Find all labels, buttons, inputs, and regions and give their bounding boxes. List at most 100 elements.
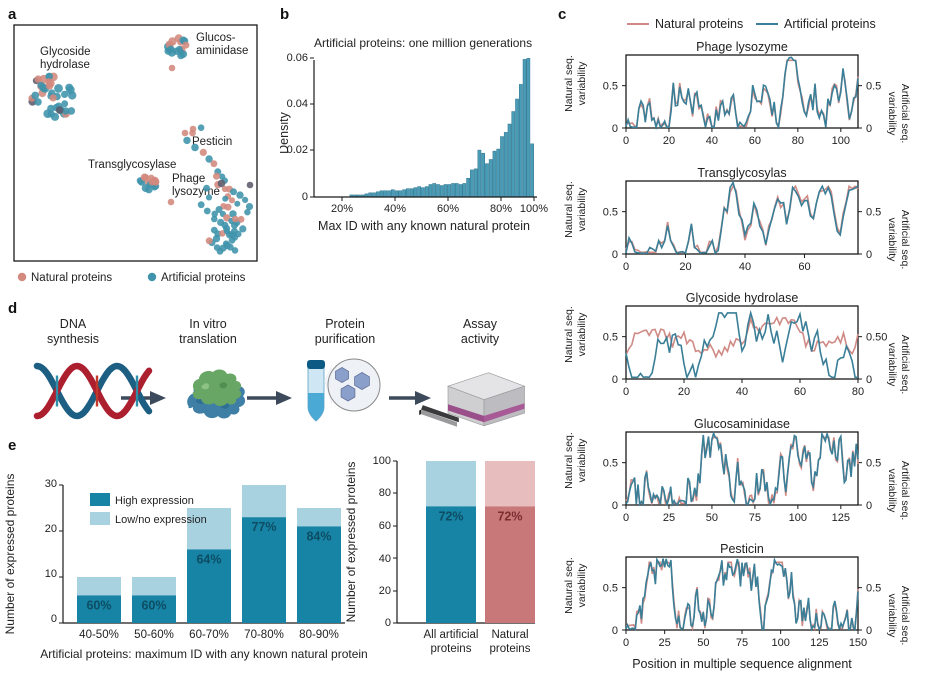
svg-text:77%: 77% — [251, 520, 276, 534]
svg-text:Natural seq.: Natural seq. — [563, 432, 575, 489]
svg-text:60: 60 — [798, 261, 810, 273]
svg-text:variability: variability — [576, 437, 588, 482]
svg-text:0.06: 0.06 — [287, 52, 308, 64]
svg-text:Natural seq.: Natural seq. — [563, 557, 575, 614]
svg-text:Natural seq.: Natural seq. — [563, 181, 575, 238]
svg-text:Artificial proteins: one milli: Artificial proteins: one million generat… — [314, 36, 532, 50]
svg-text:0: 0 — [866, 625, 872, 637]
svg-text:80%: 80% — [490, 203, 512, 215]
svg-text:30: 30 — [45, 478, 57, 490]
svg-text:20: 20 — [679, 261, 691, 273]
svg-text:40: 40 — [379, 553, 391, 565]
svg-text:Glycoside: Glycoside — [40, 46, 91, 58]
svg-text:variability: variability — [886, 217, 898, 262]
svg-text:60%: 60% — [141, 598, 166, 612]
svg-text:80: 80 — [379, 487, 391, 499]
svg-text:Protein: Protein — [325, 317, 365, 331]
svg-text:0: 0 — [623, 512, 629, 524]
svg-text:aminidase: aminidase — [196, 45, 248, 57]
svg-text:0: 0 — [866, 123, 872, 135]
svg-text:0: 0 — [612, 625, 618, 637]
svg-text:100: 100 — [789, 512, 807, 524]
svg-text:Natural seq.: Natural seq. — [563, 306, 575, 363]
svg-text:Glucosaminidase: Glucosaminidase — [694, 418, 790, 431]
svg-text:0: 0 — [385, 617, 391, 629]
svg-text:Phage: Phage — [172, 173, 205, 185]
svg-text:0: 0 — [623, 261, 629, 273]
svg-text:0: 0 — [866, 249, 872, 261]
svg-text:activity: activity — [461, 332, 500, 346]
svg-text:10: 10 — [45, 568, 57, 580]
svg-text:0: 0 — [302, 191, 308, 203]
svg-text:Transglycosylase: Transglycosylase — [88, 159, 176, 171]
svg-text:0.5: 0.5 — [866, 457, 881, 469]
svg-text:20: 20 — [45, 523, 57, 535]
svg-text:Assay: Assay — [463, 317, 498, 331]
svg-text:lysozyme: lysozyme — [172, 186, 220, 198]
svg-text:Position in multiple sequence: Position in multiple sequence alignment — [632, 657, 852, 671]
svg-text:0.5: 0.5 — [603, 81, 618, 93]
svg-text:variability: variability — [886, 92, 898, 137]
svg-text:variability: variability — [576, 563, 588, 608]
svg-text:80: 80 — [792, 135, 804, 147]
svg-text:80: 80 — [852, 386, 864, 398]
svg-text:20: 20 — [678, 386, 690, 398]
svg-text:Natural: Natural — [491, 629, 528, 641]
svg-text:50: 50 — [706, 512, 718, 524]
svg-text:64%: 64% — [196, 552, 221, 566]
svg-text:0.5: 0.5 — [866, 206, 881, 218]
svg-text:In vitro: In vitro — [189, 317, 227, 331]
svg-text:variability: variability — [576, 312, 588, 357]
svg-text:0: 0 — [623, 637, 629, 649]
svg-text:70-80%: 70-80% — [244, 629, 284, 641]
svg-text:20%: 20% — [331, 203, 353, 215]
svg-text:Artificial proteins: Artificial proteins — [161, 272, 246, 284]
svg-text:0: 0 — [623, 386, 629, 398]
svg-text:Artificial proteins: maximum I: Artificial proteins: maximum ID with any… — [40, 647, 367, 661]
svg-text:0: 0 — [866, 500, 872, 512]
svg-text:100%: 100% — [520, 203, 548, 215]
svg-text:40-50%: 40-50% — [79, 629, 119, 641]
svg-text:0.04: 0.04 — [287, 98, 308, 110]
svg-text:60%: 60% — [437, 203, 459, 215]
svg-text:40: 40 — [736, 386, 748, 398]
svg-text:40%: 40% — [384, 203, 406, 215]
svg-text:84%: 84% — [306, 529, 331, 543]
svg-text:40: 40 — [739, 261, 751, 273]
svg-text:75: 75 — [749, 512, 761, 524]
svg-text:Max ID with any known natural: Max ID with any known natural protein — [318, 219, 530, 233]
svg-text:Natural seq.: Natural seq. — [563, 55, 575, 112]
svg-text:Transglycosylas: Transglycosylas — [697, 167, 786, 180]
svg-text:0: 0 — [612, 374, 618, 386]
svg-text:0: 0 — [612, 123, 618, 135]
svg-text:Artificial seq.: Artificial seq. — [899, 84, 911, 144]
svg-text:Artificial proteins: Artificial proteins — [784, 17, 876, 31]
svg-text:100: 100 — [832, 135, 850, 147]
svg-text:proteins: proteins — [490, 643, 531, 655]
svg-text:0: 0 — [612, 500, 618, 512]
svg-text:0: 0 — [623, 135, 629, 147]
svg-text:60-70%: 60-70% — [189, 629, 229, 641]
svg-text:100: 100 — [771, 637, 789, 649]
svg-text:20: 20 — [379, 585, 391, 597]
svg-text:Natural proteins: Natural proteins — [31, 272, 112, 284]
svg-text:25: 25 — [663, 512, 675, 524]
svg-text:60%: 60% — [86, 598, 111, 612]
svg-text:75: 75 — [736, 637, 748, 649]
svg-text:Low/no expression: Low/no expression — [115, 514, 207, 526]
svg-text:50: 50 — [697, 637, 709, 649]
svg-text:Glycoside hydrolase: Glycoside hydrolase — [686, 292, 799, 305]
svg-text:80-90%: 80-90% — [299, 629, 339, 641]
svg-text:Density: Density — [280, 111, 291, 153]
svg-text:variability: variability — [886, 468, 898, 513]
svg-text:0.5: 0.5 — [603, 206, 618, 218]
svg-text:72%: 72% — [438, 509, 463, 523]
svg-text:125: 125 — [810, 637, 828, 649]
svg-text:0.5: 0.5 — [603, 457, 618, 469]
svg-text:25: 25 — [659, 637, 671, 649]
svg-text:variability: variability — [576, 186, 588, 231]
svg-text:125: 125 — [832, 512, 850, 524]
svg-text:synthesis: synthesis — [47, 332, 99, 346]
svg-text:Natural proteins: Natural proteins — [655, 17, 743, 31]
svg-text:translation: translation — [179, 332, 237, 346]
